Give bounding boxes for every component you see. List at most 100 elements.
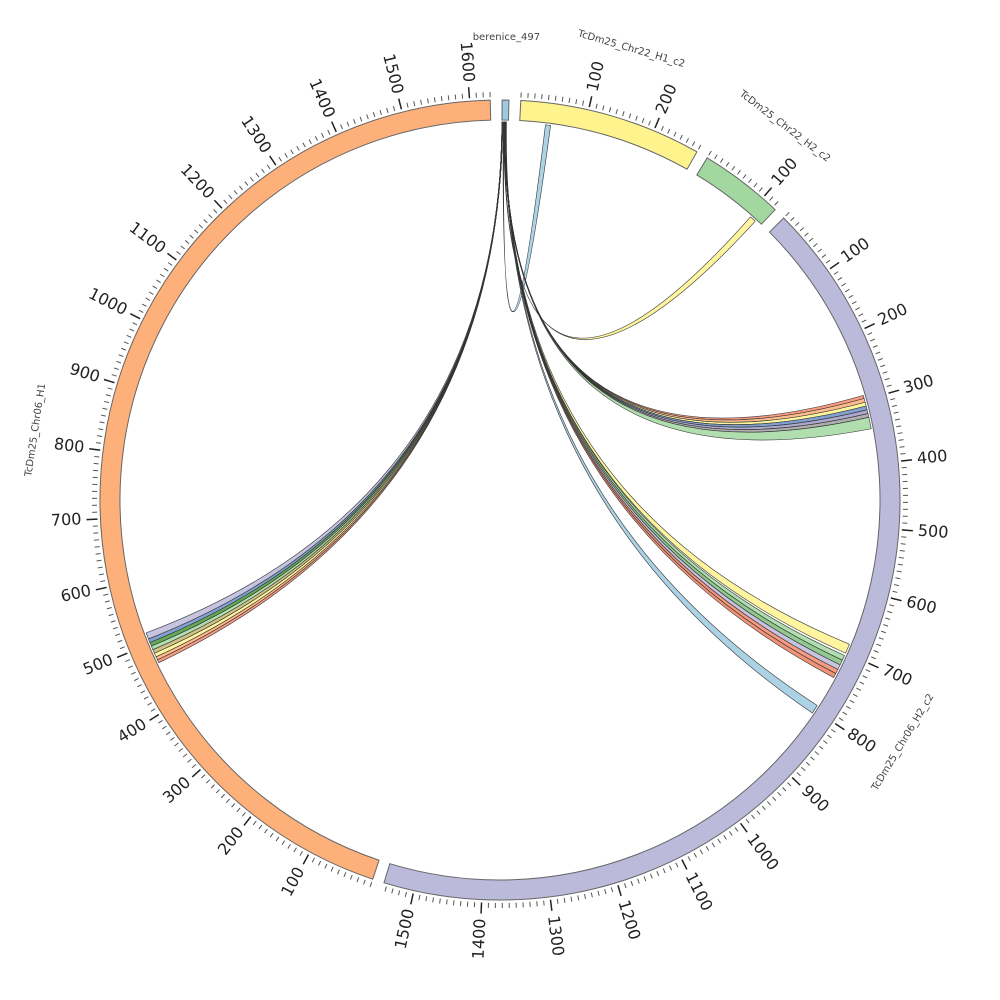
minor-tick [130, 671, 136, 675]
minor-tick [604, 889, 607, 895]
minor-tick [817, 248, 822, 253]
minor-tick [95, 442, 102, 444]
tick-label: 800 [844, 724, 880, 757]
minor-tick [818, 745, 824, 750]
link-ribbon [155, 121, 503, 661]
minor-tick [543, 900, 545, 906]
minor-tick [801, 767, 806, 772]
major-tick [103, 378, 115, 384]
minor-tick [205, 779, 211, 784]
minor-tick [884, 377, 890, 381]
minor-tick [630, 880, 634, 886]
minor-tick [774, 201, 779, 206]
tick-label: 1100 [126, 218, 170, 258]
minor-tick [203, 219, 208, 224]
major-tick [331, 121, 337, 133]
tick-label: 100 [583, 59, 608, 93]
minor-tick [577, 895, 580, 901]
minor-tick [822, 740, 828, 744]
major-tick [129, 313, 141, 320]
minor-tick [890, 398, 896, 401]
minor-tick [777, 791, 782, 797]
minor-tick [751, 814, 756, 820]
segment [383, 217, 901, 901]
minor-tick [116, 360, 122, 364]
minor-tick [887, 610, 893, 614]
minor-tick [679, 134, 683, 140]
minor-tick [115, 633, 121, 637]
minor-tick [667, 128, 671, 134]
minor-tick [725, 162, 730, 167]
link-ribbon [502, 121, 551, 312]
tick-label: 1000 [743, 830, 783, 874]
minor-tick [608, 107, 612, 113]
major-tick [864, 323, 875, 330]
minor-tick [892, 590, 898, 593]
minor-tick [318, 860, 322, 866]
minor-tick [825, 259, 831, 264]
minor-tick [346, 121, 350, 127]
minor-tick [353, 119, 356, 125]
tick-label: 100 [277, 864, 308, 900]
tick-label: 1300 [544, 914, 568, 957]
minor-tick [856, 687, 862, 691]
minor-tick [641, 118, 645, 124]
minor-tick [563, 897, 566, 903]
major-tick [901, 459, 913, 462]
minor-tick [321, 132, 325, 138]
minor-tick [384, 886, 387, 892]
minor-tick [193, 229, 199, 234]
minor-tick [705, 846, 710, 851]
minor-tick [255, 172, 260, 178]
minor-tick [737, 170, 741, 175]
minor-tick [113, 367, 119, 371]
minor-tick [152, 285, 158, 289]
tick-label: 1300 [237, 112, 275, 156]
major-tick [654, 117, 660, 129]
tick-label: 1200 [177, 160, 219, 203]
tick-label: 900 [798, 781, 833, 816]
minor-tick [568, 97, 571, 104]
minor-tick [728, 831, 733, 836]
minor-tick [796, 772, 801, 777]
minor-tick [100, 580, 106, 583]
minor-tick [359, 116, 363, 122]
major-tick [834, 723, 845, 731]
minor-tick [723, 834, 727, 840]
minor-tick [685, 137, 690, 143]
minor-tick [281, 840, 286, 846]
tick-label: 1400 [468, 918, 489, 960]
minor-tick [841, 282, 846, 287]
minor-tick [296, 145, 300, 151]
minor-tick [266, 164, 271, 170]
tick-label: 1500 [379, 52, 407, 96]
minor-tick [814, 751, 820, 756]
minor-tick [178, 748, 183, 752]
major-tick [868, 662, 879, 669]
major-tick [739, 822, 748, 833]
major-tick [480, 902, 483, 914]
minor-tick [392, 106, 396, 112]
minor-tick [127, 665, 133, 669]
minor-tick [882, 371, 888, 374]
minor-tick [284, 153, 288, 158]
minor-tick [275, 836, 280, 842]
minor-tick [141, 303, 147, 307]
tick-label: 900 [67, 359, 102, 386]
major-tick [763, 187, 773, 197]
minor-tick [150, 708, 156, 712]
minor-tick [873, 650, 879, 653]
minor-tick [244, 181, 249, 186]
minor-tick [110, 620, 116, 623]
minor-tick [327, 129, 331, 135]
minor-tick [117, 639, 123, 643]
minor-tick [418, 894, 421, 900]
link-ribbon [504, 121, 837, 678]
minor-tick [163, 267, 169, 272]
minor-tick [848, 294, 854, 299]
links [145, 121, 872, 714]
minor-tick [699, 849, 704, 855]
minor-tick [105, 394, 111, 397]
